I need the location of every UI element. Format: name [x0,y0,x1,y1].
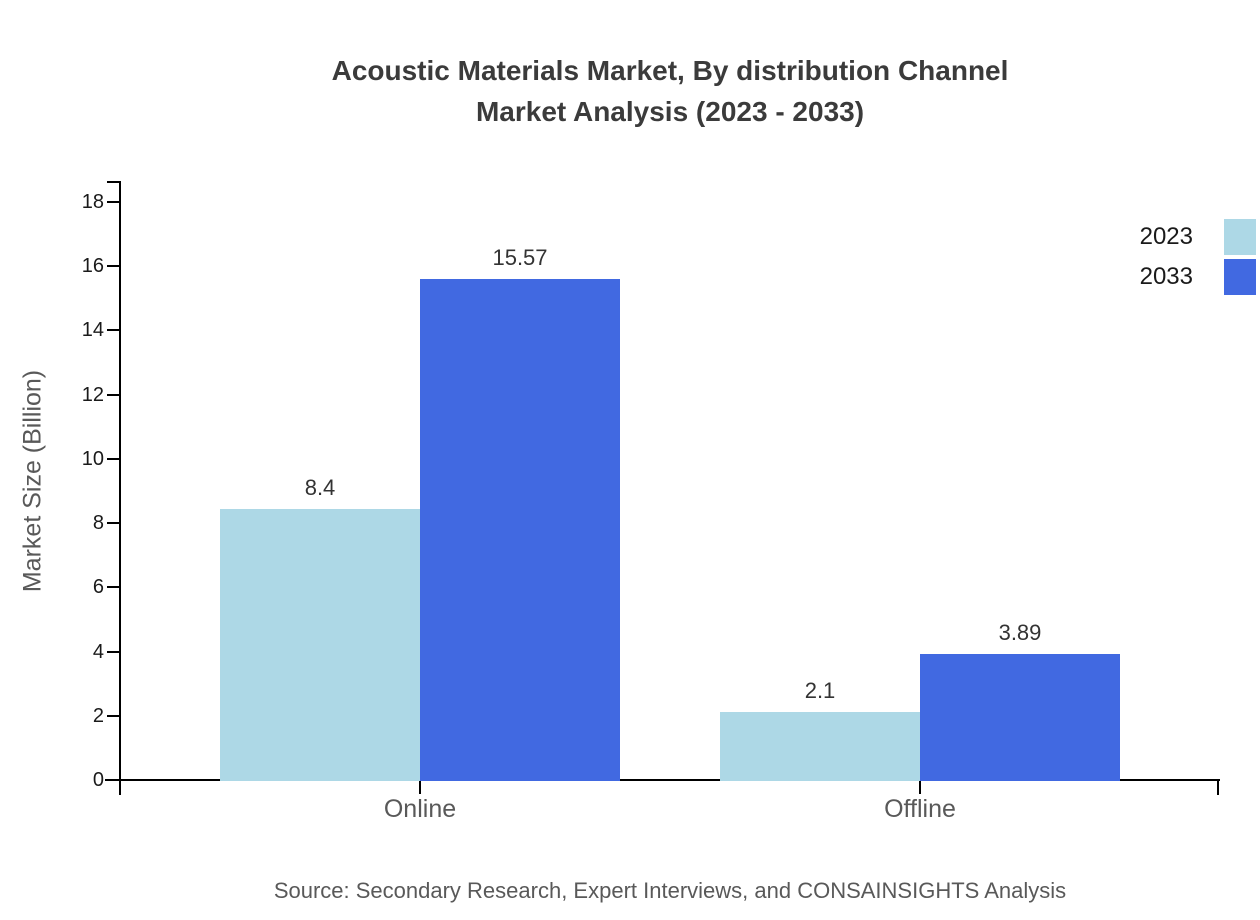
legend-swatch-2033 [1224,259,1256,295]
x-category-label-offline: Offline [884,795,956,823]
bar-offline-2033 [920,654,1120,781]
x-category-label-online: Online [383,795,457,823]
legend-row-2033: 2033 [1140,259,1256,295]
y-axis-line [119,181,121,795]
bar-online-2033 [420,279,620,781]
x-tick-mark [419,781,421,794]
bar-value-offline-2033: 3.89 [998,620,1042,646]
y-tick-label: 16 [81,255,104,278]
chart-title-line-2: Market Analysis (2023 - 2033) [475,96,865,127]
bar-value-offline-2023: 2.1 [804,677,836,703]
y-tick-label: 12 [81,383,104,406]
legend: 2023 2033 [1140,219,1256,299]
source-note: Source: Secondary Research, Expert Inter… [273,878,1067,903]
legend-row-2023: 2023 [1140,219,1256,255]
y-tick-label: 14 [81,319,104,342]
bar-offline-2023 [720,711,920,781]
y-tick-mark [107,522,119,525]
chart-title-line-1: Acoustic Materials Market, By distributi… [331,55,1009,86]
legend-swatch-2023 [1224,219,1256,255]
y-tick-label: 0 [92,769,104,791]
legend-label-2033: 2033 [1139,263,1193,290]
bar-online-2023 [220,509,420,781]
y-tick-mark [107,586,119,589]
y-tick-label: 6 [92,576,104,599]
bar-value-online-2033: 15.57 [492,245,548,271]
y-tick-mark [107,714,119,717]
y-tick-mark [107,457,119,460]
chart-title: Acoustic Materials Market, By distributi… [80,50,1260,132]
y-tick-mark [107,201,119,203]
y-tick-label: 10 [81,447,104,470]
y-tick-label: 2 [92,704,104,727]
legend-label-2023: 2023 [1139,223,1193,250]
x-axis-end-cap [1217,779,1219,795]
y-tick-mark [107,265,119,268]
y-tick-mark [107,393,119,396]
x-axis-line [105,779,1220,781]
y-tick-label: 18 [81,191,104,213]
y-tick-label: 4 [92,640,104,663]
y-tick-mark [107,329,119,332]
y-tick-mark [107,650,119,653]
x-tick-mark [919,781,921,794]
y-tick-label: 8 [92,512,104,535]
y-axis-top-cap [107,181,121,183]
bar-value-online-2023: 8.4 [304,475,336,501]
y-tick-mark [107,779,119,781]
